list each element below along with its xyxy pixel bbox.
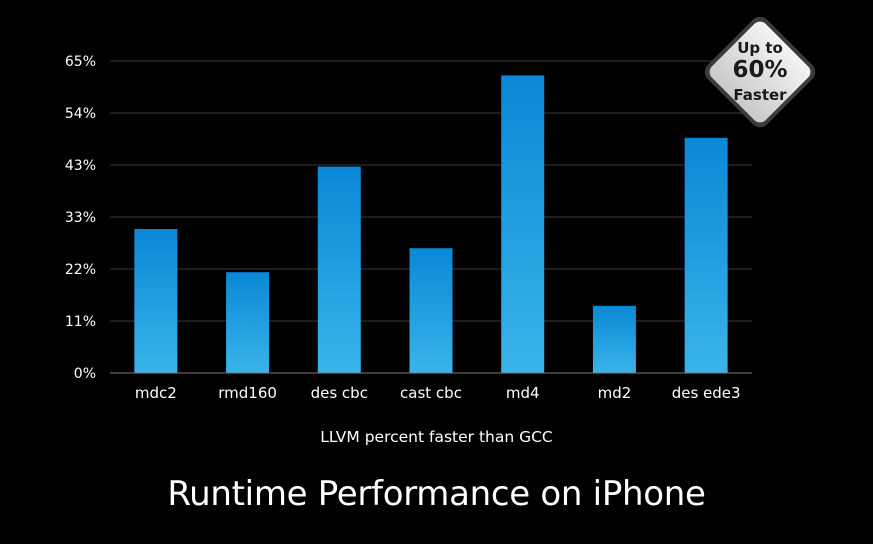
y-tick-label: 43% xyxy=(65,158,96,174)
bar-des-ede3 xyxy=(684,137,728,373)
bar-rmd160 xyxy=(226,272,270,373)
x-category-label: cast cbc xyxy=(400,384,462,402)
bar-cast-cbc xyxy=(409,248,453,373)
x-axis-categories: mdc2 rmd160 des cbc cast cbc md4 md2 des ede3 xyxy=(135,384,741,402)
x-category-label: mdc2 xyxy=(135,384,177,402)
speed-badge: Up to 60% Faster xyxy=(694,6,826,138)
y-tick-label: 54% xyxy=(65,106,96,122)
y-tick-label: 65% xyxy=(65,54,96,70)
chart-title: Runtime Performance on iPhone xyxy=(167,474,706,514)
bars xyxy=(134,75,728,374)
y-axis-ticks: 0% 11% 22% 33% 43% 54% 65% xyxy=(65,54,96,382)
x-category-label: des ede3 xyxy=(672,384,741,402)
badge-line-3: Faster xyxy=(733,86,787,104)
x-category-label: des cbc xyxy=(311,384,368,402)
y-tick-label: 33% xyxy=(65,210,96,226)
x-category-label: rmd160 xyxy=(218,384,277,402)
badge-diamond-icon xyxy=(704,16,816,128)
bar-md2 xyxy=(592,305,636,373)
bar-des-cbc xyxy=(317,166,361,373)
y-tick-label: 11% xyxy=(65,314,96,330)
badge-line-1: Up to xyxy=(737,39,783,57)
x-category-label: md2 xyxy=(598,384,632,402)
y-tick-label: 0% xyxy=(74,366,96,382)
x-category-label: md4 xyxy=(506,384,540,402)
badge-line-2: 60% xyxy=(732,57,788,83)
x-axis-label: LLVM percent faster than GCC xyxy=(320,428,553,446)
gridlines xyxy=(110,60,752,322)
bar-md4 xyxy=(501,75,545,374)
y-tick-label: 22% xyxy=(65,262,96,278)
bar-mdc2 xyxy=(134,229,178,373)
